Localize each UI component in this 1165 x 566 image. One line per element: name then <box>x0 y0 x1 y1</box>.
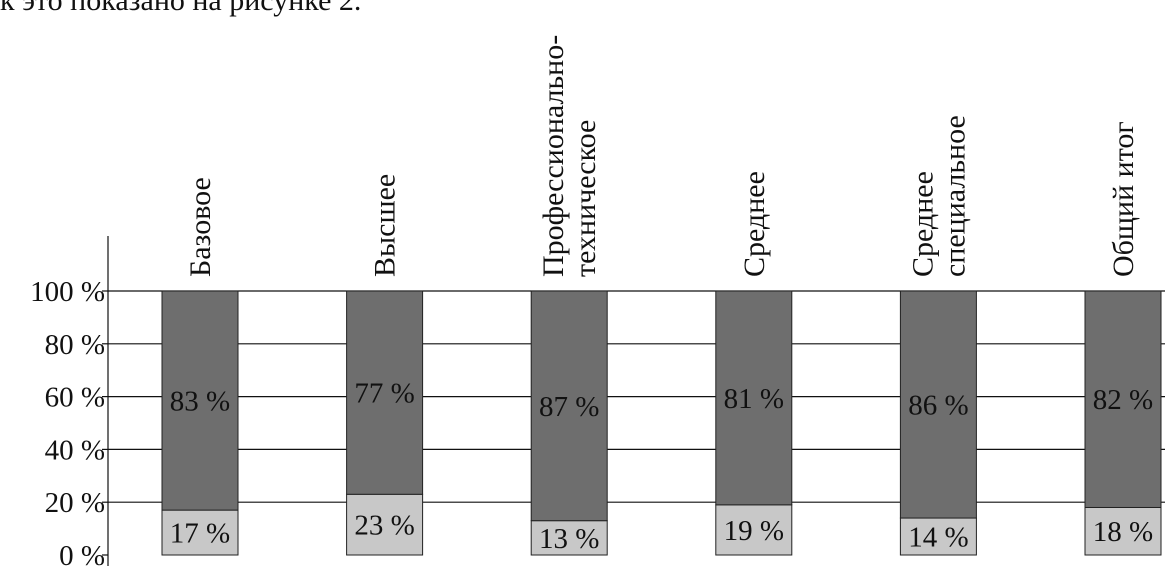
bar-segment <box>530 520 608 556</box>
y-axis: 0 % 20 % 40 % 60 % 80 % 100 % <box>30 236 109 566</box>
data-label: 18 % <box>1093 516 1153 548</box>
y-tick-label: 20 % <box>45 487 105 519</box>
gridlines <box>108 290 1165 503</box>
data-label: 13 % <box>539 523 599 555</box>
bar-segment <box>715 290 793 506</box>
bar-segment <box>1084 290 1162 508</box>
data-label: 14 % <box>908 522 968 554</box>
data-labels: 17 % 83 % 23 % 77 % 13 % 87 % 19 % 81 % 14 % 86 %… <box>170 378 1153 555</box>
bar-segment <box>899 290 977 519</box>
category-label-line: Базовое <box>184 177 217 277</box>
data-label: 17 % <box>170 518 230 550</box>
category-label: Среднее <box>738 171 771 277</box>
data-label: 81 % <box>724 383 784 415</box>
category-labels: Базовое Высшее Профессионально-техническое… <box>184 35 1140 277</box>
data-label: 82 % <box>1093 384 1153 416</box>
data-label: 19 % <box>724 515 784 547</box>
category-label-line: Среднее <box>906 171 939 277</box>
bar-segment <box>1084 506 1162 556</box>
data-label: 83 % <box>170 386 230 418</box>
category-label-line: Профессионально- <box>537 35 570 277</box>
bar-segment <box>530 290 608 522</box>
category-label-line: техническое <box>569 120 602 277</box>
category-label: Профессионально-техническое <box>537 35 602 277</box>
category-label: Среднееспециальное <box>906 115 971 277</box>
y-tick-label: 0 % <box>59 540 105 566</box>
data-label: 23 % <box>354 510 414 542</box>
category-label-line: Среднее <box>738 171 771 277</box>
category-label: Базовое <box>184 177 217 277</box>
category-label-line: Высшее <box>369 174 402 277</box>
data-label: 87 % <box>539 391 599 423</box>
category-label: Общий итог <box>1107 121 1140 277</box>
y-tick-label: 100 % <box>30 276 105 308</box>
y-tick-label: 80 % <box>45 329 105 361</box>
y-tick-label: 60 % <box>45 382 105 414</box>
intro-text: к это показано на рисунке 2. <box>0 0 362 17</box>
category-label-line: Общий итог <box>1107 121 1140 277</box>
category-label-line: специальное <box>938 115 971 277</box>
bar-segment <box>161 290 239 511</box>
y-tick-label: 40 % <box>45 434 105 466</box>
bar-segment <box>161 509 239 556</box>
bar-segment <box>346 290 424 495</box>
bar-segment <box>346 493 424 556</box>
data-label: 86 % <box>908 390 968 422</box>
bars <box>161 290 1162 556</box>
category-label: Высшее <box>369 174 402 277</box>
data-label: 77 % <box>354 378 414 410</box>
